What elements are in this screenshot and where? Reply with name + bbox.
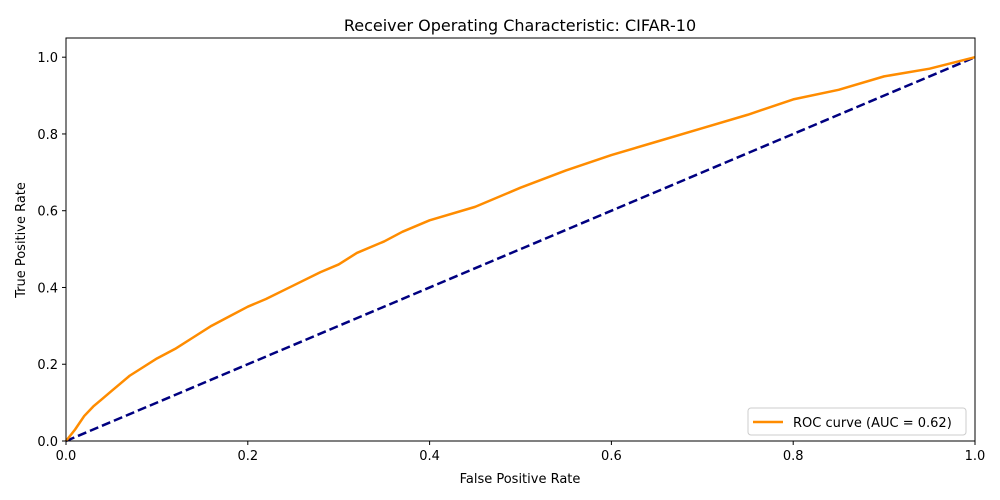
roc-curve-line xyxy=(65,55,976,442)
series-layer xyxy=(65,55,976,443)
x-tick-label: 0.6 xyxy=(601,449,622,464)
x-tick-label: 1.0 xyxy=(965,449,986,464)
y-tick-label: 1.0 xyxy=(37,51,58,66)
chance-diagonal-line xyxy=(65,56,976,443)
x-tick-label: 0.0 xyxy=(56,449,77,464)
y-tick-label: 0.4 xyxy=(37,281,58,296)
y-axis-label: True Positive Rate xyxy=(14,182,29,299)
chart-title: Receiver Operating Characteristic: CIFAR… xyxy=(344,16,696,35)
legend-box xyxy=(747,407,967,436)
y-tick-label: 0.0 xyxy=(37,435,58,450)
x-axis-label: False Positive Rate xyxy=(460,472,581,487)
x-tick-label: 0.8 xyxy=(783,449,804,464)
x-tick-label: 0.2 xyxy=(237,449,258,464)
legend: ROC curve (AUC = 0.62) xyxy=(747,407,967,436)
y-axis-ticks: 0.0 0.2 0.4 0.6 0.8 1.0 xyxy=(37,51,66,450)
legend-label-roc: ROC curve (AUC = 0.62) xyxy=(793,416,952,431)
x-axis-ticks: 0.0 0.2 0.4 0.6 0.8 1.0 xyxy=(56,441,986,464)
y-tick-label: 0.6 xyxy=(37,205,58,220)
y-tick-label: 0.2 xyxy=(37,358,58,373)
x-tick-label: 0.4 xyxy=(419,449,440,464)
plot-frame xyxy=(65,37,976,442)
y-tick-label: 0.8 xyxy=(37,128,58,143)
